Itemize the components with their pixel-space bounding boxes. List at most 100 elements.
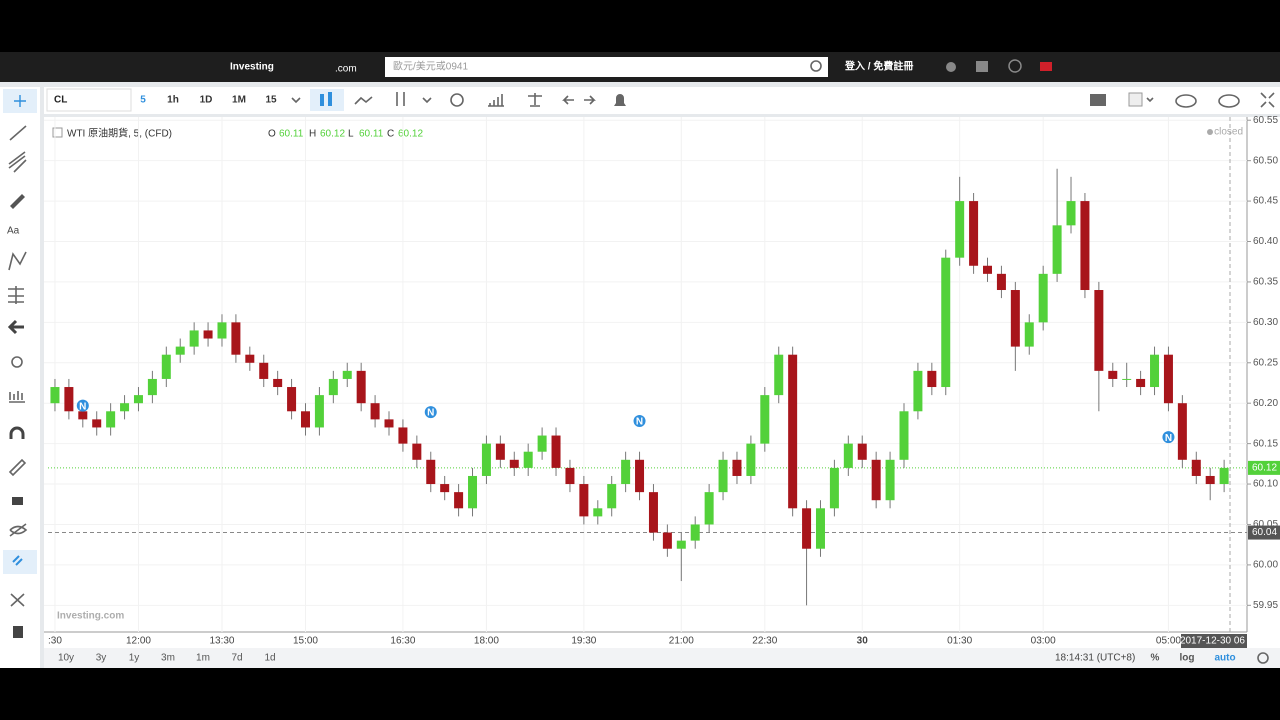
crosshair-price-box	[1248, 525, 1280, 540]
candle-body	[1066, 201, 1076, 226]
measure-tool[interactable]	[9, 391, 25, 403]
bell-icon[interactable]	[946, 62, 956, 72]
interval-button[interactable]: 5	[140, 95, 146, 106]
interval-button[interactable]: 1h	[167, 95, 179, 106]
candle-body	[217, 322, 227, 339]
collapse-icon[interactable]	[52, 127, 63, 138]
compare-scale-icon[interactable]	[528, 93, 542, 107]
zoom-tool[interactable]	[11, 356, 23, 368]
scale-option[interactable]: %	[1151, 653, 1160, 664]
bottom-black	[0, 668, 1280, 720]
candle-body	[843, 443, 853, 468]
candle-body	[969, 201, 979, 266]
ohlc-label: C	[387, 129, 394, 140]
arrow-tool[interactable]	[7, 319, 24, 335]
news-marker[interactable]	[633, 414, 646, 427]
candle-icon[interactable]	[320, 92, 332, 106]
interval-button[interactable]: 15	[265, 95, 277, 106]
login-link[interactable]: 登入 / 免費註冊	[844, 60, 913, 73]
indicator-icon[interactable]	[354, 96, 373, 105]
cloud-save-icon[interactable]	[1218, 94, 1240, 108]
market-status: closed	[1214, 127, 1243, 138]
candle-body	[676, 540, 686, 549]
y-tick-label: 60.30	[1253, 317, 1278, 328]
candle-body	[1191, 459, 1201, 476]
color-icon[interactable]	[1128, 92, 1143, 107]
clock-icon[interactable]	[1008, 59, 1022, 73]
studies-icon[interactable]	[488, 94, 504, 107]
news-marker-label[interactable]: N	[427, 408, 434, 419]
x-tick-label: 01:30	[947, 636, 972, 647]
candle-body	[565, 467, 575, 485]
interval-button[interactable]: 1M	[232, 95, 246, 106]
flag-icon[interactable]	[1040, 62, 1052, 71]
crosshair-tool[interactable]	[14, 95, 26, 107]
pattern-tool[interactable]	[8, 251, 27, 271]
range-button[interactable]: 3y	[96, 653, 107, 664]
dropdown-arrow[interactable]	[291, 97, 301, 104]
undo-redo-icon[interactable]	[562, 95, 596, 105]
candle-body	[1177, 403, 1187, 460]
logo[interactable]: Investing	[230, 62, 274, 73]
cloud-load-icon[interactable]	[1175, 94, 1197, 108]
scale-option[interactable]: auto	[1214, 653, 1235, 664]
scale-option[interactable]: log	[1180, 653, 1195, 664]
search-icon[interactable]	[810, 60, 822, 72]
dropdown-arrow[interactable]	[422, 97, 432, 104]
lock-tool[interactable]	[12, 497, 23, 505]
candle-body	[885, 459, 895, 501]
fullscreen-icon[interactable]	[1260, 92, 1275, 108]
status-dot	[1207, 129, 1213, 135]
prediction-tool[interactable]	[8, 286, 24, 304]
hide-tool[interactable]	[9, 523, 28, 537]
news-marker[interactable]	[424, 406, 437, 419]
range-button[interactable]: 10y	[58, 653, 74, 664]
fib-tool[interactable]	[8, 151, 27, 173]
candle-body	[1024, 322, 1034, 347]
interval-button[interactable]: 1D	[200, 95, 213, 106]
left-toolbar	[0, 87, 40, 668]
candle-body	[1010, 290, 1020, 347]
stay-drawing-tool[interactable]	[8, 458, 27, 477]
news-marker[interactable]	[76, 399, 89, 412]
range-button[interactable]: 1y	[129, 653, 140, 664]
briefcase-icon[interactable]	[976, 61, 988, 72]
candle-body	[704, 492, 714, 525]
news-marker[interactable]	[1162, 431, 1175, 444]
news-marker-label[interactable]: N	[79, 401, 86, 412]
logo-suffix[interactable]: .com	[335, 64, 357, 75]
search-placeholder[interactable]: 歐元/美元或0941	[393, 60, 468, 73]
settings-icon[interactable]	[450, 93, 464, 107]
range-button[interactable]: 7d	[231, 653, 242, 664]
link-tool[interactable]	[12, 555, 23, 566]
symbol[interactable]: CL	[54, 95, 67, 106]
text-tool[interactable]: Aa	[7, 226, 20, 237]
chart-title: WTI 原油期貨, 5, (CFD)	[67, 127, 172, 140]
snapshot-icon[interactable]	[1090, 94, 1106, 106]
alert-icon[interactable]	[614, 94, 626, 106]
brush-tool[interactable]	[10, 194, 25, 209]
settings-icon[interactable]	[1257, 652, 1269, 664]
candle-body	[440, 484, 450, 493]
news-marker-label[interactable]: N	[636, 417, 643, 428]
trend-tool[interactable]	[9, 125, 27, 141]
dropdown-arrow[interactable]	[1146, 97, 1154, 103]
remove-tool[interactable]	[10, 593, 25, 607]
candle-body	[92, 419, 102, 428]
ohlc-value: 60.12	[398, 129, 423, 140]
x-tick-label: 19:30	[571, 636, 596, 647]
range-button[interactable]: 1m	[196, 653, 210, 664]
candle-body	[732, 459, 742, 476]
range-button[interactable]: 1d	[264, 653, 275, 664]
range-button[interactable]: 3m	[161, 653, 175, 664]
news-marker-label[interactable]: N	[1165, 433, 1172, 444]
trash-tool[interactable]	[13, 626, 23, 638]
compare-icon[interactable]	[396, 92, 405, 106]
search-box[interactable]	[385, 57, 828, 77]
symbol-box[interactable]	[46, 88, 132, 112]
candle-type-selected[interactable]	[310, 89, 344, 111]
candle-body	[147, 378, 157, 396]
candle-body	[718, 459, 728, 493]
magnet-tool[interactable]	[9, 426, 25, 439]
